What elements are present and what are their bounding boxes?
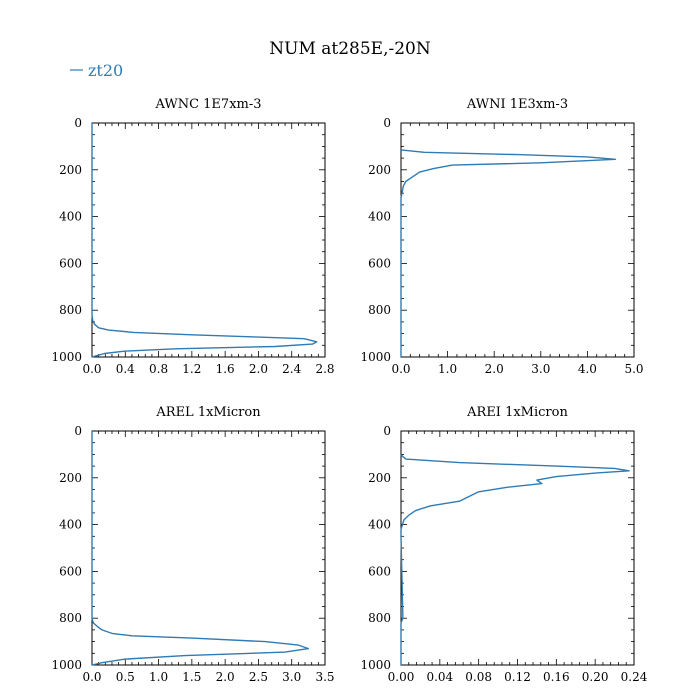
x-tick-label: 1.0 (438, 362, 457, 376)
x-tick-label: 1.2 (182, 362, 201, 376)
plot-frame (400, 430, 635, 666)
x-tick-label: 0.8 (149, 362, 168, 376)
x-tick-label: 2.8 (315, 362, 334, 376)
y-tick-label: 200 (368, 471, 391, 485)
y-tick-label: 800 (368, 303, 391, 317)
x-tick-label: 0.04 (426, 670, 453, 684)
x-tick-label: 2.0 (216, 670, 235, 684)
series-line-zt20 (400, 149, 617, 357)
x-tick-label: 3.5 (315, 670, 334, 684)
x-tick-label: 2.0 (485, 362, 504, 376)
panel-1: AWNC 1E7xm-3 0.0 0.4 0.8 1.2 1.6 2.0 2.4 2.8 0 200… (51, 97, 334, 376)
x-tick-label: 0.08 (465, 670, 492, 684)
y-tick-label: 0 (74, 424, 82, 438)
y-tick-label: 800 (59, 611, 82, 625)
x-tick-label: 0.0 (391, 362, 410, 376)
panel-2: AWNI 1E3xm-3 0.0 1.0 2.0 3.0 4.0 5.0 0 200 400 600… (360, 97, 643, 376)
x-tick-label: 0.24 (621, 670, 648, 684)
y-tick-label: 600 (59, 564, 82, 578)
x-tick-label: 0.4 (116, 362, 135, 376)
y-tick-label: 0 (74, 116, 82, 130)
x-tick-label: 0.16 (543, 670, 570, 684)
x-tick-label: 1.5 (182, 670, 201, 684)
chart-panels: AWNC 1E7xm-3 0.0 0.4 0.8 1.2 1.6 2.0 2.4 2.8 0 200… (51, 97, 647, 684)
series-line-zt20 (400, 453, 630, 665)
y-tick-label: 400 (368, 210, 391, 224)
y-tick-label: 400 (368, 518, 391, 532)
x-tick-label: 0.20 (582, 670, 609, 684)
y-tick-label: 400 (59, 210, 82, 224)
x-tick-label: 2.5 (249, 670, 268, 684)
x-tick-label: 4.0 (578, 362, 597, 376)
x-tick-label: 3.0 (531, 362, 550, 376)
series-line-zt20 (91, 123, 318, 358)
x-tick-label: 0.5 (116, 670, 135, 684)
y-tick-label: 1000 (51, 658, 82, 672)
y-tick-label: 800 (368, 611, 391, 625)
x-tick-label: 2.4 (282, 362, 301, 376)
panel-title: AWNI 1E3xm-3 (466, 97, 568, 112)
legend-label: zt20 (88, 61, 123, 80)
panel-3: AREL 1xMicron 0.0 0.5 1.0 1.5 2.0 2.5 3.0 3.5 0 20… (51, 405, 334, 684)
x-tick-label: 1.6 (216, 362, 235, 376)
y-tick-label: 1000 (360, 350, 391, 364)
y-tick-label: 200 (59, 471, 82, 485)
x-tick-label: 0.0 (82, 362, 101, 376)
y-tick-label: 400 (59, 518, 82, 532)
panel-title: AREL 1xMicron (155, 405, 261, 420)
series-line-zt20 (91, 431, 310, 666)
x-tick-label: 5.0 (624, 362, 643, 376)
panel-title: AREI 1xMicron (466, 405, 568, 420)
panel-4: AREI 1xMicron 0.00 0.04 0.08 0.12 0.16 0.20 0.2… (360, 405, 647, 684)
y-tick-label: 600 (59, 256, 82, 270)
x-tick-label: 0.00 (388, 670, 415, 684)
x-tick-label: 3.0 (282, 670, 301, 684)
y-tick-label: 1000 (51, 350, 82, 364)
x-tick-label: 2.0 (249, 362, 268, 376)
y-tick-label: 0 (383, 116, 391, 130)
x-tick-label: 0.0 (82, 670, 101, 684)
y-tick-label: 0 (383, 424, 391, 438)
figure-title: NUM at285E,-20N (269, 39, 431, 59)
y-tick-label: 200 (59, 163, 82, 177)
y-tick-label: 600 (368, 564, 391, 578)
y-tick-label: 600 (368, 256, 391, 270)
plot-frame (91, 430, 326, 666)
plot-frame (91, 122, 326, 358)
panel-title: AWNC 1E7xm-3 (154, 97, 261, 112)
y-tick-label: 1000 (360, 658, 391, 672)
x-tick-label: 1.0 (149, 670, 168, 684)
y-tick-label: 200 (368, 163, 391, 177)
x-tick-label: 0.12 (504, 670, 531, 684)
legend: zt20 (70, 61, 123, 80)
y-tick-label: 800 (59, 303, 82, 317)
